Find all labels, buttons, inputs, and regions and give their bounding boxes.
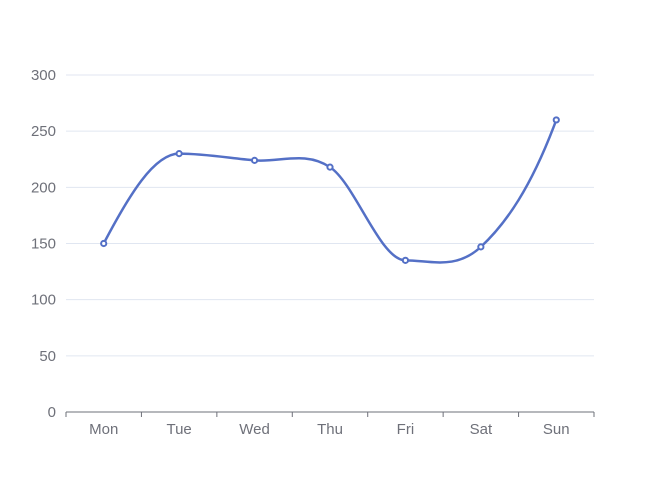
y-tick-label: 50 bbox=[39, 348, 56, 365]
y-tick-label: 0 bbox=[48, 404, 56, 421]
data-point[interactable] bbox=[552, 116, 560, 124]
series-group bbox=[100, 116, 560, 264]
x-tick-label: Sat bbox=[470, 421, 493, 438]
y-tick-label: 300 bbox=[31, 67, 56, 84]
x-tick-label: Fri bbox=[397, 421, 415, 438]
x-tick-label: Mon bbox=[89, 421, 118, 438]
y-tick-label: 250 bbox=[31, 123, 56, 140]
data-point[interactable] bbox=[477, 243, 485, 251]
data-point[interactable] bbox=[175, 150, 183, 158]
data-point[interactable] bbox=[100, 239, 108, 248]
y-axis-labels: 0 50 100 150 200 250 300 bbox=[31, 67, 56, 421]
grid-lines bbox=[66, 74, 594, 357]
x-tick-label: Sun bbox=[543, 421, 570, 438]
data-point[interactable] bbox=[326, 163, 334, 171]
x-tick-label: Tue bbox=[166, 421, 191, 438]
y-tick-label: 100 bbox=[31, 292, 56, 309]
data-point[interactable] bbox=[250, 156, 259, 164]
y-tick-label: 200 bbox=[31, 179, 56, 196]
x-tick-label: Wed bbox=[239, 421, 270, 438]
x-axis-labels: Mon Tue Wed Thu Fri Sat Sun bbox=[89, 421, 570, 438]
x-tick-label: Thu bbox=[317, 421, 343, 438]
y-tick-label: 150 bbox=[31, 236, 56, 253]
series-line bbox=[102, 118, 558, 264]
data-point[interactable] bbox=[401, 256, 410, 264]
x-axis bbox=[65, 411, 595, 417]
